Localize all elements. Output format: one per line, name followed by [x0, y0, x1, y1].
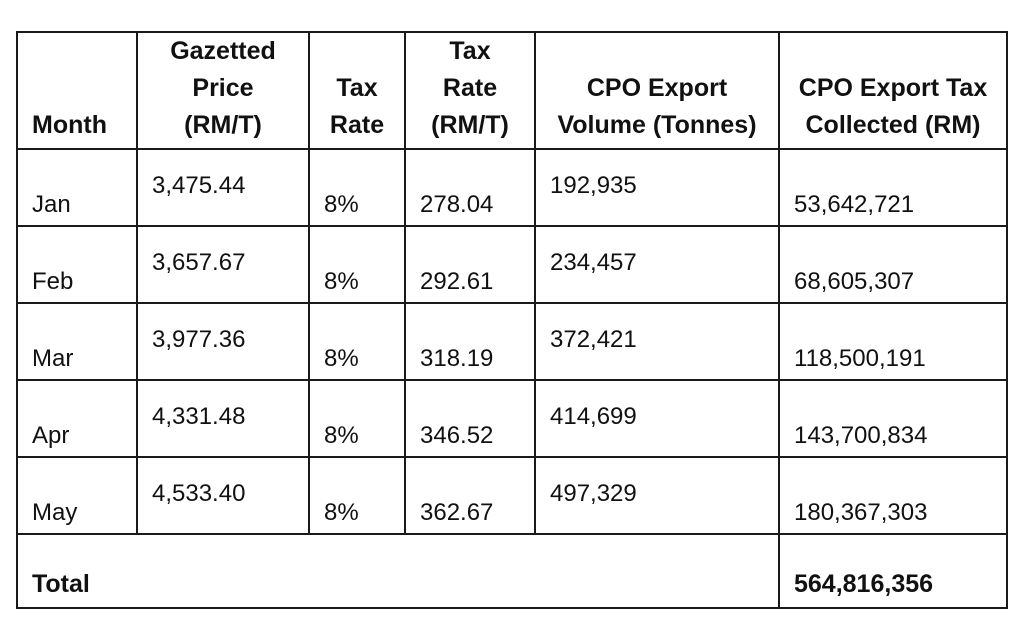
cell-export-volume: 234,457	[534, 225, 780, 304]
cell-tax-rate: 8%	[308, 225, 406, 304]
cell-month: May	[16, 456, 138, 535]
cell-month: Apr	[16, 379, 138, 458]
cell-tax-rate: 8%	[308, 148, 406, 227]
total-label: Total	[16, 533, 780, 609]
cell-gazetted-price: 4,533.40	[136, 456, 310, 535]
cell-tax-rate-rm: 362.67	[404, 456, 536, 535]
table-row: Jan 3,475.44 8% 278.04 192,935 53,642,72…	[16, 148, 1008, 227]
cell-tax-collected: 143,700,834	[778, 379, 1008, 458]
cell-gazetted-price: 3,977.36	[136, 302, 310, 381]
cell-month: Feb	[16, 225, 138, 304]
cell-export-volume: 192,935	[534, 148, 780, 227]
table-row: Mar 3,977.36 8% 318.19 372,421 118,500,1…	[16, 302, 1008, 381]
cell-export-volume: 414,699	[534, 379, 780, 458]
cell-gazetted-price: 3,657.67	[136, 225, 310, 304]
header-row: Month Gazetted Price (RM/T) Tax Rate Tax…	[16, 31, 1008, 150]
cell-export-volume: 372,421	[534, 302, 780, 381]
cell-tax-collected: 53,642,721	[778, 148, 1008, 227]
header-gazetted-price: Gazetted Price (RM/T)	[136, 31, 310, 150]
header-export-volume: CPO Export Volume (Tonnes)	[534, 31, 780, 150]
cell-tax-rate: 8%	[308, 456, 406, 535]
header-tax-collected: CPO Export Tax Collected (RM)	[778, 31, 1008, 150]
cell-tax-collected: 68,605,307	[778, 225, 1008, 304]
table-row: Apr 4,331.48 8% 346.52 414,699 143,700,8…	[16, 379, 1008, 458]
cell-tax-collected: 118,500,191	[778, 302, 1008, 381]
cell-month: Jan	[16, 148, 138, 227]
table-row: May 4,533.40 8% 362.67 497,329 180,367,3…	[16, 456, 1008, 535]
cell-gazetted-price: 3,475.44	[136, 148, 310, 227]
cell-tax-rate-rm: 278.04	[404, 148, 536, 227]
header-tax-rate-rm: Tax Rate (RM/T)	[404, 31, 536, 150]
cell-gazetted-price: 4,331.48	[136, 379, 310, 458]
table-row: Feb 3,657.67 8% 292.61 234,457 68,605,30…	[16, 225, 1008, 304]
cell-tax-rate-rm: 346.52	[404, 379, 536, 458]
cell-tax-rate-rm: 318.19	[404, 302, 536, 381]
cell-tax-collected: 180,367,303	[778, 456, 1008, 535]
cell-tax-rate: 8%	[308, 302, 406, 381]
cpo-export-tax-table: Month Gazetted Price (RM/T) Tax Rate Tax…	[16, 31, 1008, 609]
cell-tax-rate: 8%	[308, 379, 406, 458]
cell-tax-rate-rm: 292.61	[404, 225, 536, 304]
total-row: Total 564,816,356	[16, 533, 1008, 609]
total-value: 564,816,356	[778, 533, 1008, 609]
header-tax-rate: Tax Rate	[308, 31, 406, 150]
header-month: Month	[16, 31, 138, 150]
cell-month: Mar	[16, 302, 138, 381]
cell-export-volume: 497,329	[534, 456, 780, 535]
